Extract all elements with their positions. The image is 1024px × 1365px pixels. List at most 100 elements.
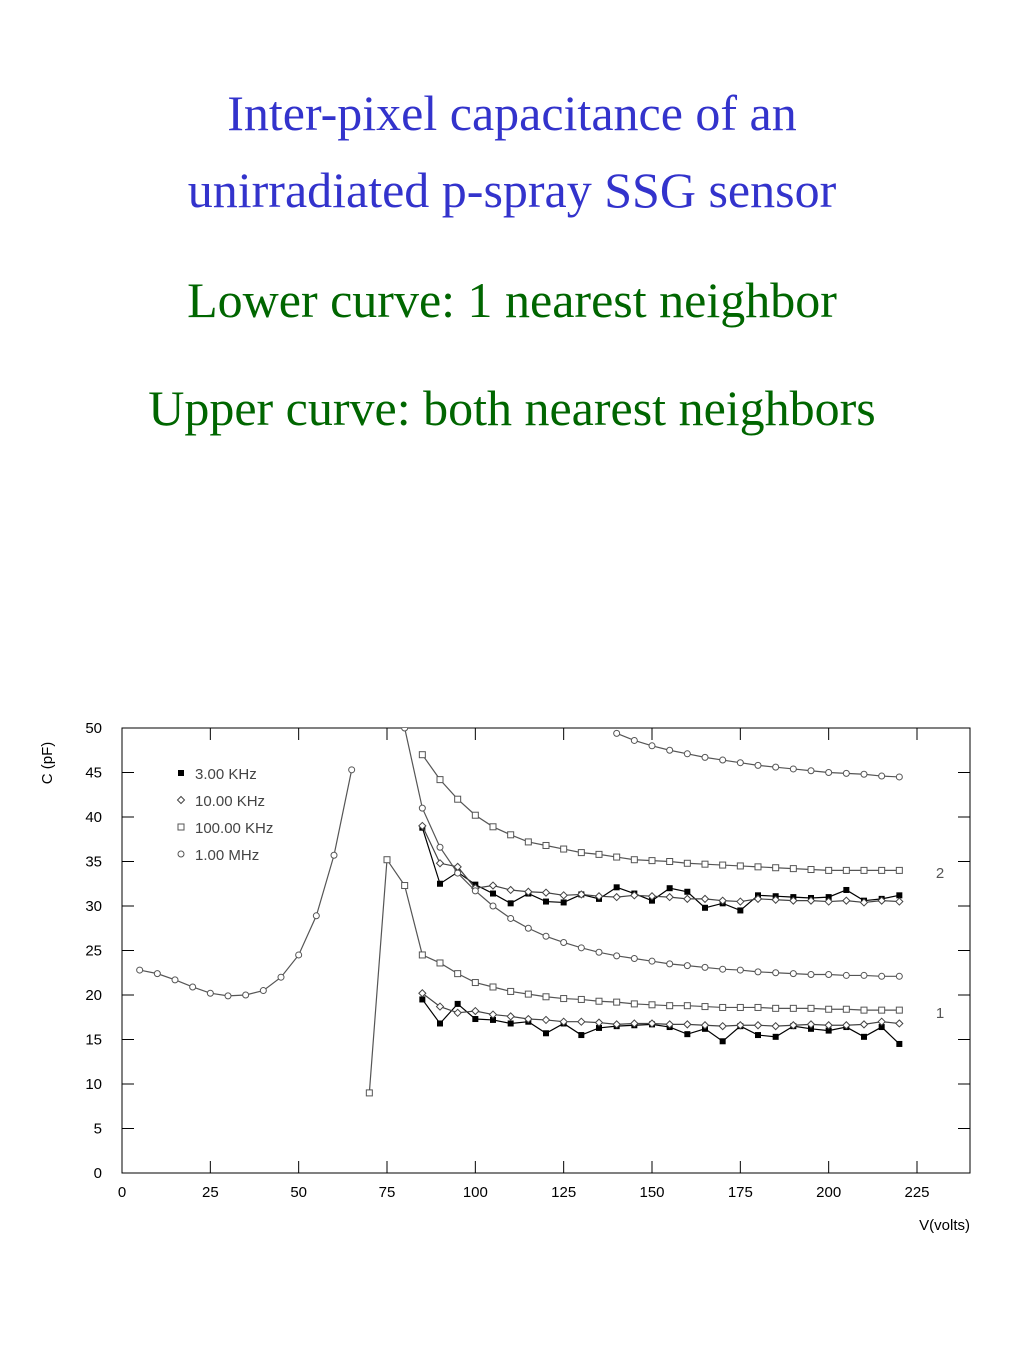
marker: [701, 753, 709, 761]
marker: [666, 858, 674, 865]
marker: [771, 895, 780, 904]
marker: [560, 899, 567, 906]
y-tick-label: 0: [94, 1165, 102, 1182]
marker: [754, 1003, 762, 1011]
marker: [541, 888, 551, 897]
legend-label: 100.00 KHz: [195, 820, 273, 837]
marker: [577, 890, 586, 899]
marker: [506, 885, 515, 895]
marker: [136, 966, 144, 974]
marker: [719, 965, 727, 973]
y-tick-label: 45: [85, 765, 102, 782]
marker: [895, 866, 903, 874]
marker: [860, 971, 868, 979]
marker: [666, 746, 674, 754]
marker: [418, 751, 426, 759]
marker: [630, 1019, 639, 1028]
y-tick-label: 30: [85, 898, 102, 915]
x-tick-label: 25: [202, 1184, 219, 1201]
marker: [507, 1020, 514, 1027]
y-tick-label: 20: [85, 987, 102, 1004]
marker: [594, 1018, 604, 1027]
marker: [772, 1033, 779, 1040]
marker: [630, 1000, 638, 1008]
marker: [613, 729, 621, 737]
marker: [859, 1020, 869, 1029]
legend-marker: [176, 795, 186, 805]
marker: [401, 728, 409, 732]
marker: [542, 841, 550, 849]
legend-label: 3.00 KHz: [195, 766, 257, 783]
marker: [719, 1003, 727, 1011]
marker: [701, 860, 709, 868]
marker: [542, 932, 550, 940]
marker: [825, 1027, 832, 1034]
marker: [842, 1021, 851, 1030]
marker: [719, 1038, 726, 1045]
curve: [421, 754, 900, 871]
marker: [789, 896, 798, 905]
marker: [153, 970, 161, 978]
marker: [189, 983, 197, 991]
marker: [630, 955, 638, 963]
marker: [789, 970, 797, 978]
marker: [507, 900, 514, 907]
marker: [877, 1017, 886, 1026]
y-tick-label: 35: [85, 854, 102, 871]
marker: [490, 1016, 496, 1023]
marker: [789, 1004, 797, 1012]
marker: [896, 892, 903, 899]
marker: [471, 887, 479, 895]
marker: [559, 891, 568, 900]
marker: [718, 896, 727, 905]
marker: [895, 1006, 903, 1014]
marker: [789, 765, 797, 773]
marker: [418, 989, 427, 998]
marker: [524, 887, 533, 896]
curve: [421, 992, 900, 1027]
marker: [630, 856, 638, 864]
marker: [330, 851, 338, 859]
marker: [648, 957, 656, 965]
marker: [683, 962, 691, 970]
marker: [665, 892, 674, 902]
marker: [647, 1019, 657, 1028]
marker: [824, 1021, 833, 1030]
marker: [596, 1024, 602, 1031]
marker: [436, 959, 444, 967]
x-tick-label: 100: [463, 1184, 488, 1201]
legend-label: 10.00 KHz: [195, 793, 265, 810]
marker: [718, 1021, 727, 1031]
y-tick-label: 40: [85, 809, 102, 826]
x-tick-label: 125: [551, 1184, 576, 1201]
marker: [860, 866, 868, 874]
marker: [878, 1006, 886, 1014]
marker: [683, 859, 691, 867]
marker: [753, 1021, 763, 1030]
curve: [421, 999, 900, 1045]
marker: [648, 1001, 656, 1009]
marker: [613, 853, 621, 861]
marker: [806, 896, 816, 905]
marker: [754, 863, 762, 871]
marker: [542, 993, 550, 1001]
marker: [878, 1024, 885, 1031]
marker: [295, 951, 303, 959]
marker: [419, 996, 426, 1003]
marker: [437, 880, 443, 887]
marker: [736, 1021, 745, 1030]
subtitle: Upper curve: both nearest neighbors: [148, 380, 876, 436]
marker: [824, 897, 833, 906]
marker: [524, 1014, 533, 1024]
marker: [435, 1002, 445, 1011]
marker: [755, 1032, 761, 1039]
x-tick-label: 0: [118, 1184, 126, 1201]
marker: [825, 894, 832, 901]
marker: [507, 831, 515, 839]
marker: [807, 971, 815, 979]
marker: [808, 1025, 814, 1032]
marker: [736, 1003, 744, 1011]
marker: [825, 769, 833, 776]
marker: [436, 843, 444, 851]
